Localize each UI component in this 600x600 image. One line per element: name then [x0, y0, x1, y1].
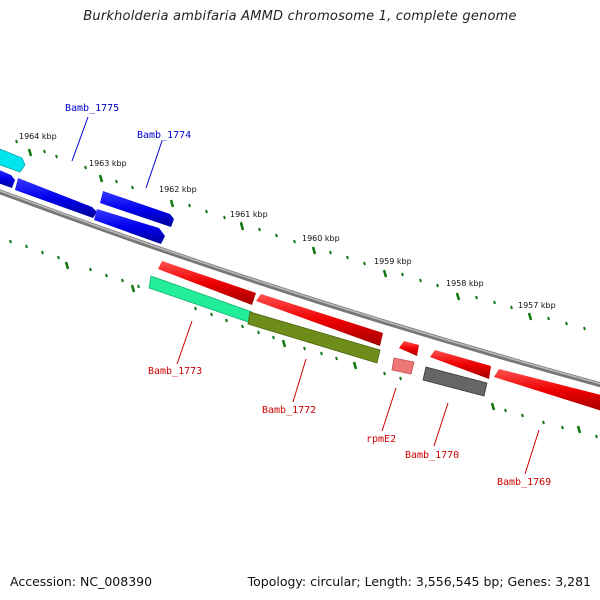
gene-label-rpme2[interactable]: rpmE2	[366, 434, 396, 445]
chromosome-backbone	[0, 189, 600, 388]
gene-arrow-rpme2[interactable]	[399, 341, 419, 356]
gene-cyan-partial[interactable]	[0, 147, 26, 173]
scale-label-1959: 1959 kbp	[374, 257, 412, 266]
scale-label-1962: 1962 kbp	[159, 185, 197, 194]
gene-arrow-blue-lower[interactable]	[94, 209, 165, 244]
gene-label-bamb-1773[interactable]: Bamb_1773	[148, 366, 202, 377]
inner-scale-major-ticks	[64, 261, 582, 434]
reverse-callout-lines	[176, 320, 540, 475]
outer-scale-major-ticks	[27, 148, 533, 321]
gene-label-bamb-1770[interactable]: Bamb_1770	[405, 450, 459, 461]
outer-scale-ticks	[15, 139, 586, 331]
gene-arrow-blue-left-partial[interactable]	[0, 168, 15, 188]
chromosome-backbone-highlight	[0, 190, 600, 385]
gene-label-bamb-1775[interactable]: Bamb_1775	[65, 103, 119, 114]
inner-scale-ticks	[9, 239, 598, 439]
gene-rpme2-pink[interactable]	[391, 357, 415, 375]
gene-arrow-bamb-1774[interactable]	[100, 191, 174, 227]
accession-text: Accession: NC_008390	[10, 574, 153, 589]
scale-label-1957: 1957 kbp	[518, 301, 556, 310]
scale-label-1963: 1963 kbp	[89, 159, 127, 168]
gene-arrow-bamb-1773-red[interactable]	[158, 261, 256, 305]
scale-label-1961: 1961 kbp	[230, 210, 268, 219]
gene-label-bamb-1769[interactable]: Bamb_1769	[497, 477, 551, 488]
forward-callout-lines	[71, 116, 163, 189]
gene-label-bamb-1774[interactable]: Bamb_1774	[137, 130, 191, 141]
gene-arrow-bamb-1769-red[interactable]	[494, 369, 600, 412]
map-title: Burkholderia ambifaria AMMD chromosome 1…	[83, 9, 517, 24]
scale-label-1964: 1964 kbp	[19, 132, 57, 141]
gene-bamb-1772-olive[interactable]	[247, 311, 381, 364]
gene-arrow-bamb-1775[interactable]	[15, 178, 97, 218]
gene-bamb-1770-grey[interactable]	[422, 366, 488, 397]
gene-arrow-bamb-1770-red[interactable]	[430, 350, 491, 379]
gene-label-bamb-1772[interactable]: Bamb_1772	[262, 405, 316, 416]
scale-label-1960: 1960 kbp	[302, 234, 340, 243]
scale-label-1958: 1958 kbp	[446, 279, 484, 288]
genome-summary-text: Topology: circular; Length: 3,556,545 bp…	[247, 574, 591, 589]
gene-arrow-bamb-1772-red[interactable]	[256, 294, 383, 346]
